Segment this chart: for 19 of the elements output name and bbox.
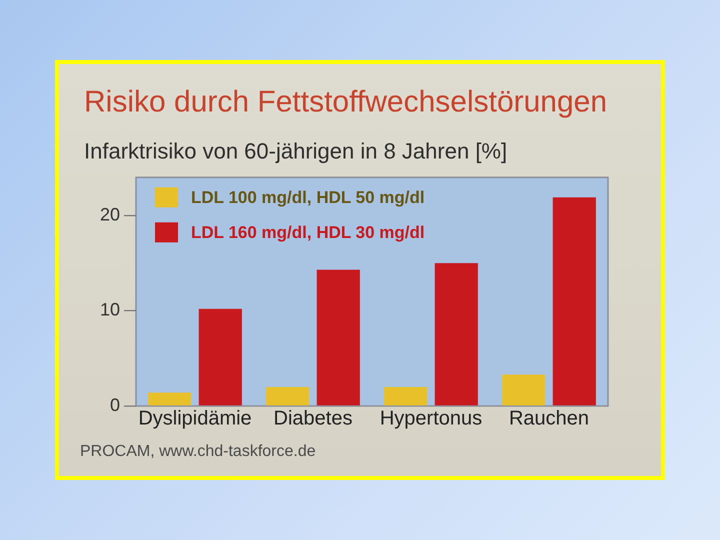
y-tick-label: 20: [100, 204, 120, 224]
y-tick-label: 10: [100, 300, 120, 320]
x-tick-label: Hypertonus: [380, 408, 482, 430]
bar: [198, 308, 242, 406]
x-tick-label: Diabetes: [274, 408, 352, 430]
bar: [434, 263, 478, 406]
chart-title: Risiko durch Fettstoffwechselstörungen: [84, 85, 608, 118]
bar: [384, 386, 428, 406]
text: PROCAM, www.chd-taskforce.de: [80, 443, 316, 461]
bar: [552, 197, 596, 406]
legend-label: LDL 160 mg/dl, HDL 30 mg/dl: [191, 223, 425, 242]
x-tick-label: Dyslipidämie: [138, 408, 252, 430]
bar: [266, 386, 310, 406]
bar: [316, 270, 360, 406]
y-tick-label: 0: [110, 394, 120, 415]
bar: [148, 392, 192, 406]
legend-label: LDL 100 mg/dl, HDL 50 mg/dl: [191, 188, 425, 208]
bar: [502, 374, 546, 406]
x-tick-label: Rauchen: [508, 408, 590, 430]
